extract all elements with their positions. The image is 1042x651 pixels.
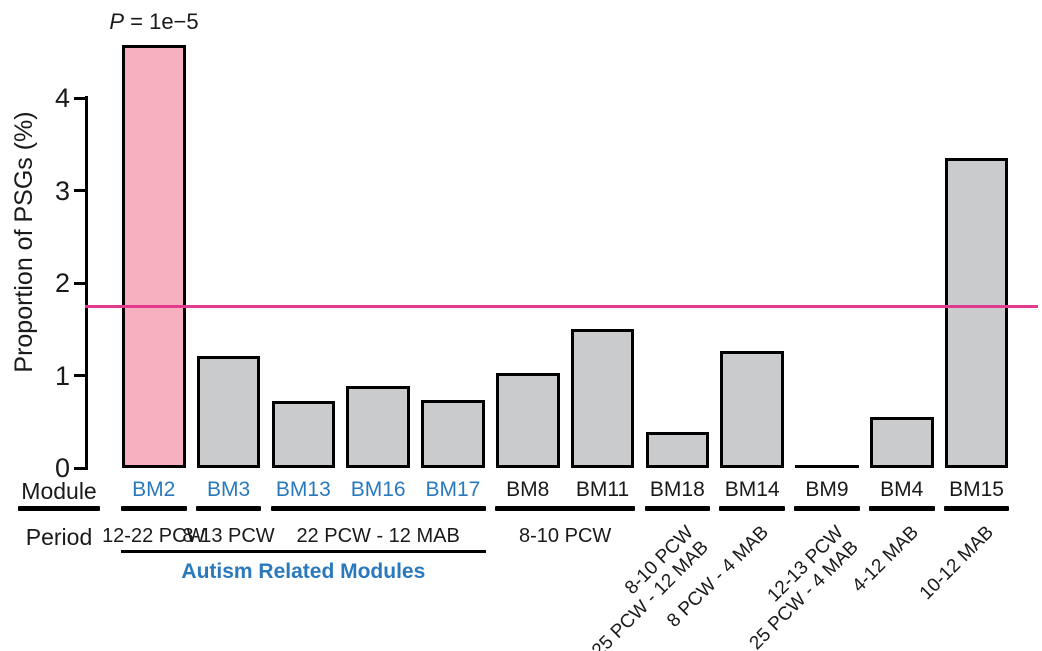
y-tick-mark (74, 281, 86, 285)
module-label-BM2: BM2 (132, 478, 176, 501)
pvalue-text: = 1e−5 (124, 9, 199, 34)
bar-BM8 (496, 372, 560, 468)
module-label-BM11: BM11 (575, 478, 630, 501)
module-underline-BM4 (869, 506, 935, 511)
y-tick-mark (74, 189, 86, 193)
bar-BM3 (196, 356, 261, 468)
module-label-BM15: BM15 (949, 478, 1004, 501)
module-label-BM16: BM16 (350, 478, 406, 501)
module-underline-BM14 (719, 506, 785, 511)
y-tick-mark (74, 96, 86, 100)
module-label-BM9: BM9 (805, 478, 849, 501)
module-label-BM17: BM17 (425, 478, 481, 501)
autism-bracket-label: Autism Related Modules (181, 560, 426, 583)
period-row-header: Period (25, 524, 93, 550)
period-label-line: 25 PCW - 12 MAB (588, 536, 714, 651)
bar-BM15 (944, 158, 1009, 468)
module-label-BM8: BM8 (506, 478, 550, 501)
threshold-line (85, 304, 1038, 308)
pvalue-symbol: P (109, 9, 125, 34)
module-header-underline (18, 506, 100, 511)
y-axis-line (85, 96, 88, 470)
bar-BM9 (795, 465, 859, 468)
y-tick-mark (74, 466, 86, 470)
period-label-BM13-BM16-BM17: 22 PCW - 12 MAB (296, 525, 460, 547)
bar-BM11 (570, 329, 635, 468)
bar-BM18 (645, 431, 710, 468)
period-label-BM2: 12-22 PCW (102, 525, 206, 547)
bar-BM17 (421, 399, 485, 468)
module-underline-BM18 (644, 506, 711, 511)
pvalue-annotation: P = 1e−5 (64, 9, 244, 35)
module-underline-BM2 (121, 506, 187, 511)
module-row-header: Module (21, 478, 97, 504)
autism-bracket-line (120, 550, 487, 553)
module-label-BM18: BM18 (649, 478, 705, 501)
y-tick-label: 0 (54, 453, 70, 483)
module-label-BM3: BM3 (206, 478, 251, 501)
module-underline-BM3 (195, 506, 262, 511)
period-label-BM8-BM11: 8-10 PCW (519, 525, 612, 547)
y-tick-label: 1 (54, 360, 70, 391)
y-tick-label: 3 (54, 175, 70, 206)
bar-BM4 (870, 417, 934, 468)
module-label-BM13: BM13 (275, 478, 331, 501)
module-underline-BM8-BM11 (495, 506, 636, 511)
module-label-BM4: BM4 (880, 478, 924, 501)
module-underline-BM9 (794, 506, 860, 511)
y-tick-label: 4 (54, 83, 70, 114)
bar-BM14 (720, 350, 784, 468)
module-underline-BM13-BM16-BM17 (270, 506, 486, 511)
y-tick-label: 2 (54, 268, 70, 299)
period-label-BM3: 8-13 PCW (182, 525, 275, 547)
module-underline-BM15 (943, 506, 1010, 511)
bar-BM2 (122, 44, 186, 468)
bar-BM16 (346, 385, 410, 468)
bar-BM13 (271, 401, 336, 468)
y-tick-mark (74, 374, 86, 378)
module-label-BM14: BM14 (724, 478, 780, 501)
